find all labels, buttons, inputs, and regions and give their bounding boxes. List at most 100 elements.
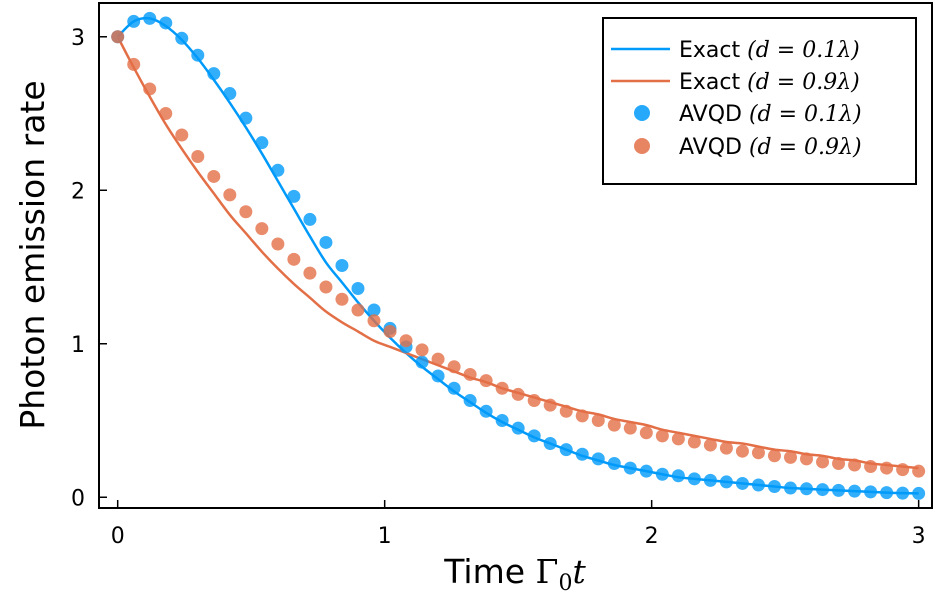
- data-point-avqd-d-0-9: [591, 414, 605, 428]
- data-point-avqd-d-0-1: [159, 16, 173, 30]
- series-markers-avqd-d-0-9: [111, 30, 926, 478]
- data-point-avqd-d-0-9: [655, 429, 669, 443]
- data-point-avqd-d-0-9: [848, 458, 862, 472]
- y-tick-label: 2: [71, 179, 85, 204]
- data-point-avqd-d-0-1: [175, 31, 189, 45]
- data-point-avqd-d-0-1: [912, 486, 926, 500]
- data-point-avqd-d-0-9: [399, 334, 413, 348]
- y-axis-label: Photon emission rate: [13, 80, 52, 429]
- y-axis-ticks: 0 1 2 3: [71, 26, 107, 511]
- data-point-avqd-d-0-1: [767, 480, 781, 494]
- data-point-avqd-d-0-9: [607, 418, 621, 432]
- x-tick-label: 0: [111, 524, 125, 549]
- data-point-avqd-d-0-1: [463, 394, 477, 408]
- data-point-avqd-d-0-9: [463, 367, 477, 381]
- data-point-avqd-d-0-1: [655, 467, 669, 481]
- data-point-avqd-d-0-1: [223, 87, 237, 101]
- y-tick-label: 1: [71, 333, 85, 358]
- data-point-avqd-d-0-9: [479, 374, 493, 388]
- data-point-avqd-d-0-1: [832, 483, 846, 497]
- legend-entry-label: AVQD (d = 0.1λ): [679, 102, 862, 127]
- data-point-avqd-d-0-1: [559, 443, 573, 457]
- data-point-avqd-d-0-9: [447, 360, 461, 374]
- x-axis-label: Time Γ0t: [443, 552, 586, 596]
- series-markers-avqd-d-0-1: [111, 11, 926, 500]
- legend-swatch-marker: [634, 138, 650, 154]
- x-tick-label: 1: [378, 524, 392, 549]
- data-point-avqd-d-0-1: [816, 483, 830, 497]
- data-point-avqd-d-0-9: [271, 237, 285, 251]
- data-point-avqd-d-0-9: [880, 461, 894, 475]
- data-point-avqd-d-0-9: [575, 409, 589, 423]
- data-point-avqd-d-0-1: [431, 369, 445, 383]
- legend-swatch-marker: [634, 105, 650, 121]
- data-point-avqd-d-0-1: [239, 111, 253, 125]
- data-point-avqd-d-0-9: [623, 421, 637, 435]
- data-point-avqd-d-0-1: [719, 475, 733, 489]
- y-tick-label: 3: [71, 26, 85, 51]
- data-point-avqd-d-0-1: [271, 163, 285, 177]
- x-tick-label: 2: [645, 524, 659, 549]
- data-point-avqd-d-0-1: [703, 473, 717, 487]
- plot-frame: [98, 2, 933, 509]
- y-tick-label: 0: [71, 486, 85, 511]
- data-point-avqd-d-0-9: [784, 450, 797, 464]
- data-point-avqd-d-0-9: [751, 446, 765, 460]
- data-point-avqd-d-0-1: [880, 486, 894, 500]
- data-point-avqd-d-0-1: [351, 282, 365, 295]
- data-point-avqd-d-0-1: [367, 303, 381, 317]
- data-point-avqd-d-0-9: [111, 30, 125, 44]
- data-point-avqd-d-0-9: [255, 222, 269, 236]
- data-point-avqd-d-0-1: [143, 11, 157, 25]
- data-point-avqd-d-0-1: [848, 484, 862, 498]
- data-point-avqd-d-0-9: [864, 460, 878, 474]
- data-point-avqd-d-0-1: [527, 429, 541, 443]
- legend-entry-label: Exact (d = 0.9λ): [679, 70, 860, 95]
- data-point-avqd-d-0-1: [191, 48, 205, 62]
- data-point-avqd-d-0-1: [335, 258, 349, 272]
- data-point-avqd-d-0-1: [495, 414, 509, 428]
- legend-entry-label: Exact (d = 0.1λ): [679, 38, 860, 63]
- legend: Exact (d = 0.1λ) Exact (d = 0.9λ) AVQD (d …: [602, 17, 917, 185]
- data-point-avqd-d-0-9: [767, 449, 781, 463]
- data-point-avqd-d-0-1: [751, 478, 765, 492]
- data-point-avqd-d-0-9: [319, 280, 333, 294]
- data-point-avqd-d-0-9: [143, 82, 157, 96]
- data-point-avqd-d-0-9: [703, 438, 717, 452]
- data-point-avqd-d-0-9: [639, 426, 653, 440]
- data-point-avqd-d-0-9: [912, 464, 926, 478]
- data-point-avqd-d-0-1: [687, 472, 701, 486]
- data-point-avqd-d-0-9: [896, 463, 910, 477]
- x-tick-label: 3: [912, 524, 926, 549]
- data-point-avqd-d-0-1: [415, 355, 429, 369]
- data-point-avqd-d-0-1: [607, 456, 621, 470]
- data-point-avqd-d-0-9: [367, 314, 381, 328]
- data-point-avqd-d-0-9: [383, 324, 397, 338]
- data-point-avqd-d-0-1: [896, 486, 910, 500]
- x-axis-ticks: 0 1 2 3: [111, 500, 926, 549]
- data-point-avqd-d-0-1: [319, 235, 333, 249]
- data-point-avqd-d-0-1: [511, 421, 525, 435]
- legend-box: [602, 17, 917, 185]
- data-point-avqd-d-0-9: [335, 292, 349, 306]
- data-point-avqd-d-0-9: [511, 387, 525, 401]
- data-point-avqd-d-0-9: [159, 107, 173, 121]
- data-point-avqd-d-0-9: [191, 150, 205, 163]
- data-point-avqd-d-0-9: [127, 57, 141, 71]
- data-point-avqd-d-0-9: [832, 456, 846, 470]
- data-point-avqd-d-0-1: [479, 404, 493, 418]
- data-point-avqd-d-0-1: [735, 476, 749, 490]
- data-point-avqd-d-0-9: [687, 435, 701, 449]
- data-point-avqd-d-0-9: [175, 128, 189, 142]
- data-point-avqd-d-0-1: [864, 485, 878, 499]
- data-point-avqd-d-0-9: [239, 205, 253, 219]
- data-point-avqd-d-0-1: [591, 452, 605, 466]
- data-point-avqd-d-0-9: [223, 188, 237, 202]
- data-point-avqd-d-0-1: [639, 464, 653, 478]
- data-point-avqd-d-0-9: [351, 303, 365, 317]
- data-point-avqd-d-0-9: [559, 404, 573, 418]
- data-point-avqd-d-0-1: [623, 461, 637, 475]
- data-point-avqd-d-0-9: [527, 394, 541, 408]
- plot-area: [111, 11, 926, 500]
- data-point-avqd-d-0-1: [255, 136, 269, 150]
